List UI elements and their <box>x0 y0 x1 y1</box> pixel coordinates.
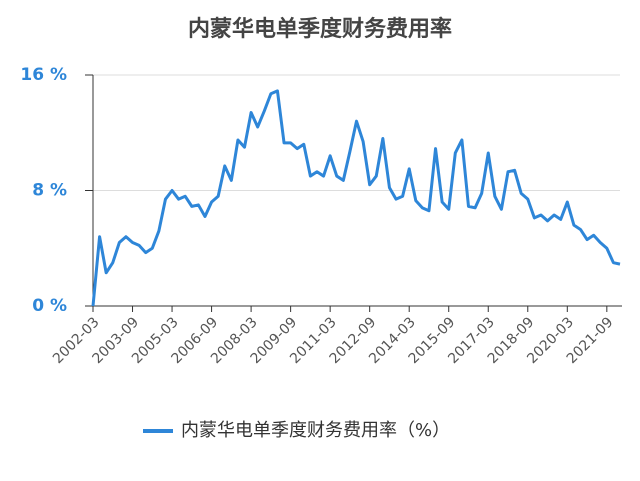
chart-title: 内蒙华电单季度财务费用率 <box>188 16 452 42</box>
series-line <box>91 89 621 307</box>
legend-label: 内蒙华电单季度财务费用率（%） <box>181 420 450 441</box>
y-tick-label: 8 % <box>32 181 67 201</box>
y-tick-label: 16 % <box>20 65 67 85</box>
y-tick-label: 0 % <box>32 296 67 316</box>
